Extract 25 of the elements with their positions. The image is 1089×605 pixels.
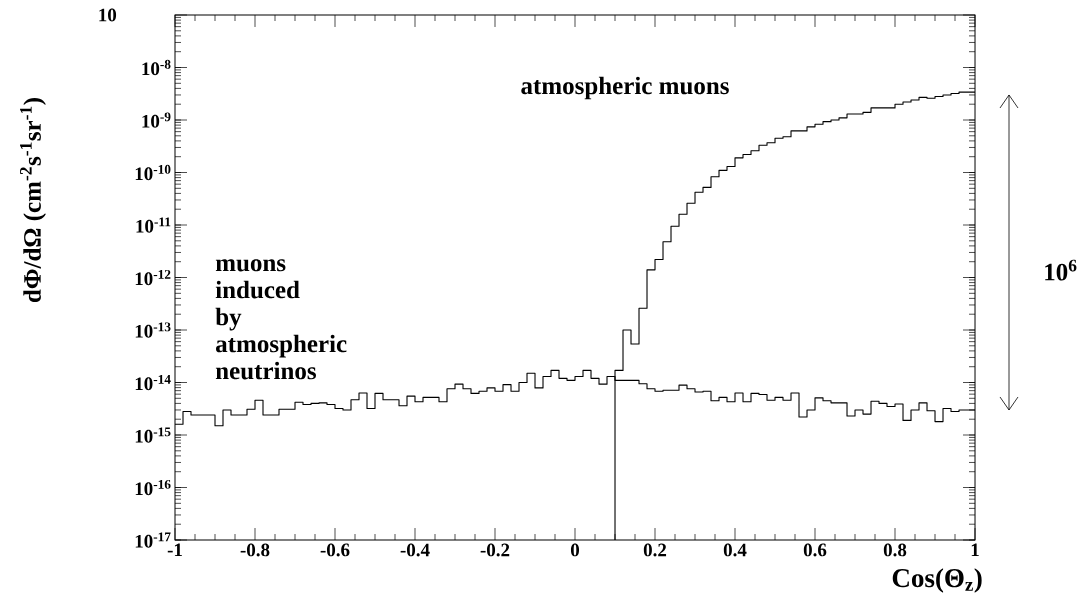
x-tick-label: -0.4 <box>400 543 430 557</box>
y-axis-title: dΦ/dΩ (cm$^{-2}$s$^{-1}$sr$^{-1}$) <box>20 98 46 303</box>
x-tick-label: -0.8 <box>240 543 270 557</box>
text: atmospheric muons <box>521 76 729 100</box>
x-tick-label: 0.2 <box>643 543 667 557</box>
legend-label: muons induced by atmospheric neutrinos <box>215 259 347 380</box>
x-axis-title: Cos(Θ$_{z}$) <box>892 568 982 593</box>
x-tick-label: -0.2 <box>480 543 510 557</box>
y-tick-label: 10$^{-15}$ <box>135 427 171 443</box>
x-tick-label: -0.6 <box>320 543 350 557</box>
y-tick-label: 10$^{-10}$ <box>135 164 171 181</box>
y-tick-label: 10$^{-8}$ <box>142 59 171 76</box>
x-tick-label: 1 <box>971 543 979 557</box>
text: 10$^{6}$ <box>1045 259 1077 281</box>
y-tick-label: 10$^{-12}$ <box>135 269 171 286</box>
y-tick-label: 10$^{-9}$ <box>142 112 171 128</box>
x-tick-label: 0.6 <box>803 543 827 557</box>
text: 10 <box>99 8 117 22</box>
y-tick-label: 10$^{-13}$ <box>135 322 171 338</box>
y-tick-label: 10$^{-11}$ <box>136 217 171 233</box>
y-tick-label: 10$^{-14}$ <box>135 374 171 391</box>
y-tick-label: 10$^{-16}$ <box>135 479 171 496</box>
x-tick-label: 0 <box>570 543 580 557</box>
x-tick-label: 0.4 <box>723 543 747 557</box>
x-tick-label: 0.8 <box>883 543 907 557</box>
